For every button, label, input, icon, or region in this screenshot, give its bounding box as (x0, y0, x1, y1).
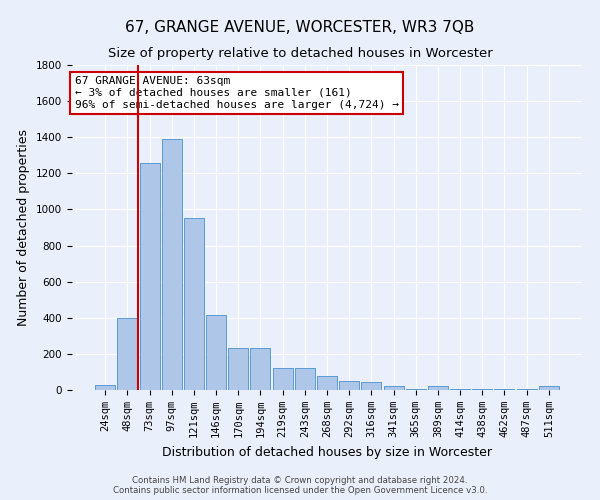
Bar (295, 368, 315, 390)
Bar (228, 348, 248, 390)
Bar (95, 384, 115, 390)
Bar (406, 389, 426, 390)
Bar (361, 382, 382, 390)
Bar (272, 368, 293, 390)
Bar (140, 162, 160, 390)
X-axis label: Distribution of detached houses by size in Worcester: Distribution of detached houses by size … (162, 446, 492, 458)
Y-axis label: Number of detached properties: Number of detached properties (17, 129, 31, 326)
Bar (339, 381, 359, 390)
Bar (184, 218, 204, 390)
Bar (450, 389, 470, 390)
Bar (494, 389, 514, 390)
Bar (206, 315, 226, 390)
Text: Contains HM Land Registry data © Crown copyright and database right 2024.
Contai: Contains HM Land Registry data © Crown c… (113, 476, 487, 495)
Bar (539, 386, 559, 390)
Bar (162, 139, 182, 390)
Bar (250, 348, 271, 390)
Text: Size of property relative to detached houses in Worcester: Size of property relative to detached ho… (107, 48, 493, 60)
Bar (472, 389, 492, 390)
Bar (317, 376, 337, 390)
Bar (118, 318, 137, 390)
Bar (428, 386, 448, 390)
Text: 67, GRANGE AVENUE, WORCESTER, WR3 7QB: 67, GRANGE AVENUE, WORCESTER, WR3 7QB (125, 20, 475, 35)
Bar (383, 386, 404, 390)
Bar (517, 389, 536, 390)
Text: 67 GRANGE AVENUE: 63sqm
← 3% of detached houses are smaller (161)
96% of semi-de: 67 GRANGE AVENUE: 63sqm ← 3% of detached… (74, 76, 398, 110)
